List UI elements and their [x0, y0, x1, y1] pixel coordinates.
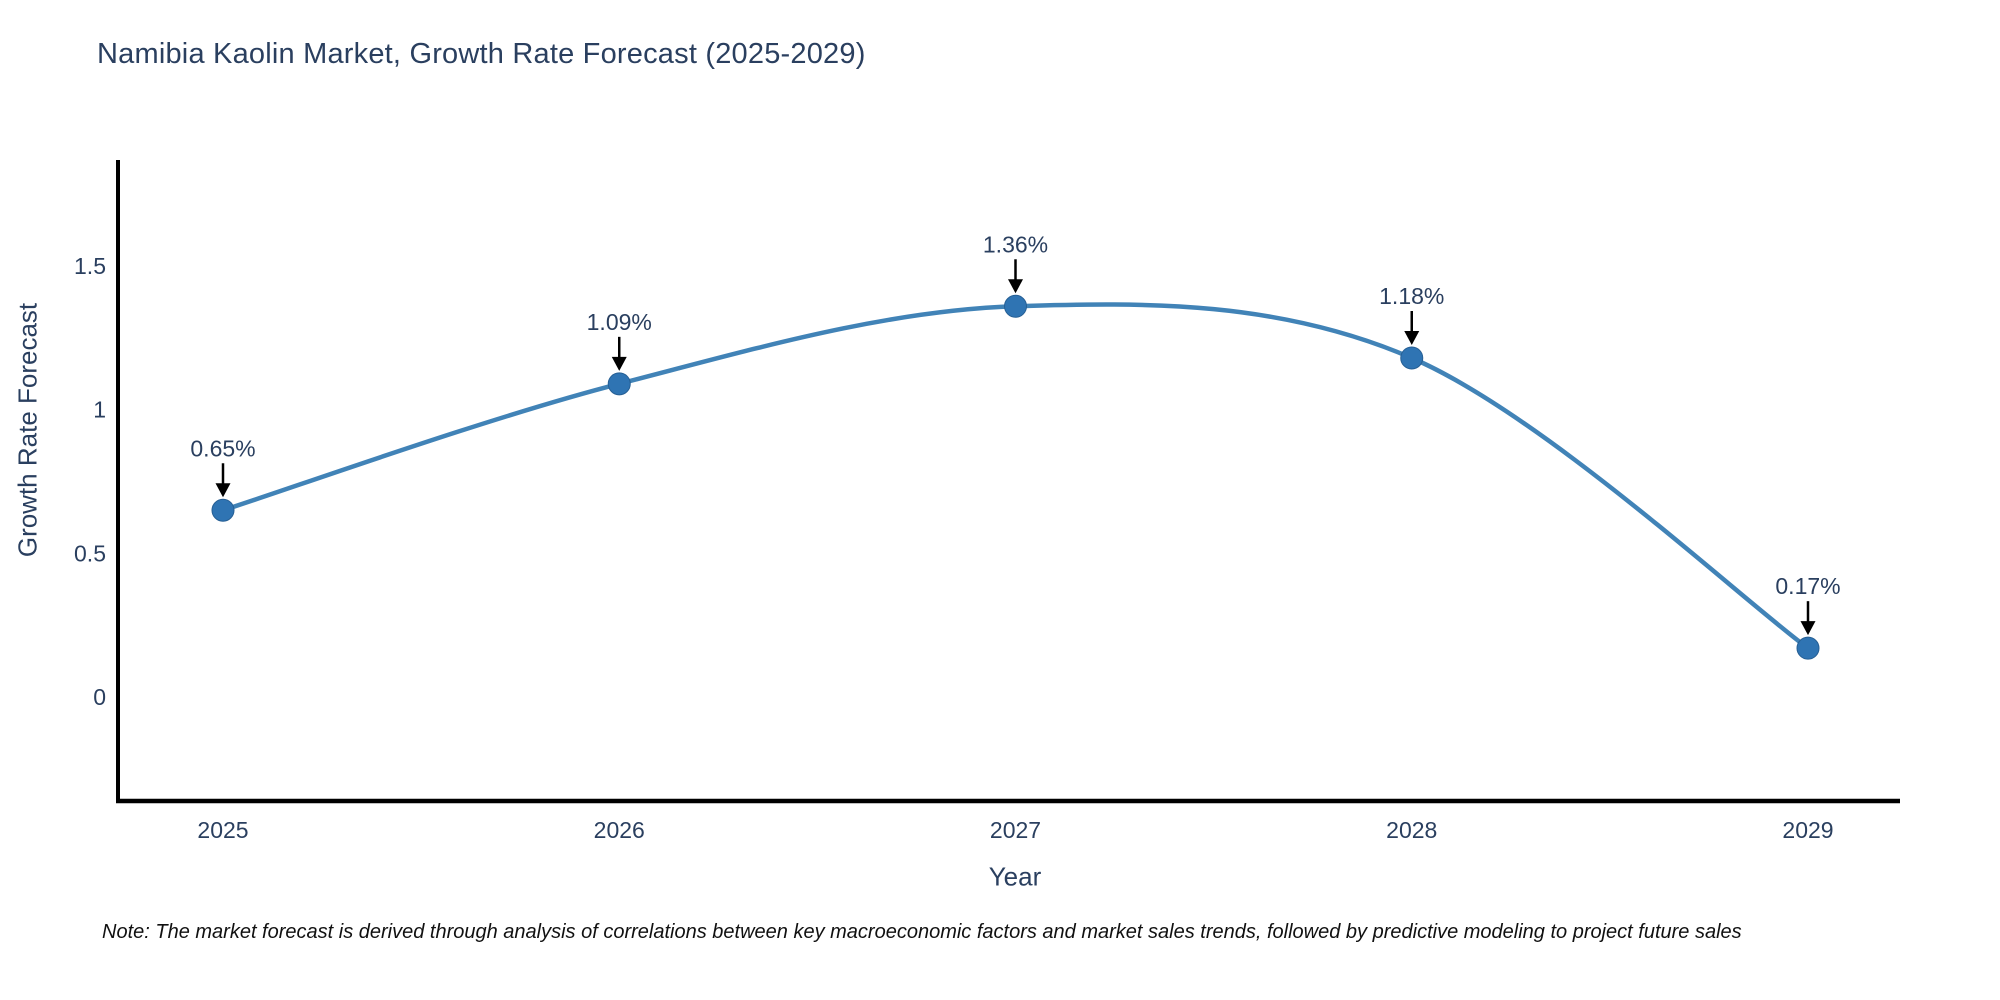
- data-point-marker[interactable]: [1796, 636, 1820, 660]
- y-tick-label: 0: [93, 684, 106, 710]
- x-tick-label: 2026: [594, 817, 645, 843]
- footnote: Note: The market forecast is derived thr…: [102, 921, 1742, 943]
- x-tick-label: 2029: [1782, 817, 1833, 843]
- forecast-line: [220, 302, 1811, 651]
- data-point-label: 1.18%: [1379, 283, 1444, 309]
- y-tick-label: 0.5: [74, 540, 106, 566]
- x-tick-label: 2027: [990, 817, 1041, 843]
- x-axis-title: Year: [988, 861, 1042, 892]
- data-point-label: 1.09%: [587, 309, 652, 335]
- annotation-arrow-head: [1404, 330, 1420, 345]
- x-tick-label: 2025: [197, 817, 248, 843]
- annotation-arrow-head: [611, 356, 627, 371]
- data-point-label: 0.17%: [1775, 573, 1840, 599]
- y-tick-label: 1: [93, 397, 106, 423]
- data-point-label: 1.36%: [983, 231, 1048, 257]
- x-tick-label: 2028: [1386, 817, 1437, 843]
- data-point-label: 0.65%: [190, 435, 255, 461]
- annotation-arrow-head: [1800, 621, 1816, 636]
- data-point-marker[interactable]: [607, 372, 631, 396]
- data-point-marker[interactable]: [211, 498, 235, 522]
- y-tick-label: 1.5: [74, 253, 106, 279]
- chart-title: Namibia Kaolin Market, Growth Rate Forec…: [97, 38, 866, 70]
- data-point-marker[interactable]: [1400, 346, 1424, 370]
- annotation-arrow-head: [215, 483, 231, 498]
- annotation-arrow-head: [1008, 279, 1023, 294]
- data-point-marker[interactable]: [1004, 294, 1027, 318]
